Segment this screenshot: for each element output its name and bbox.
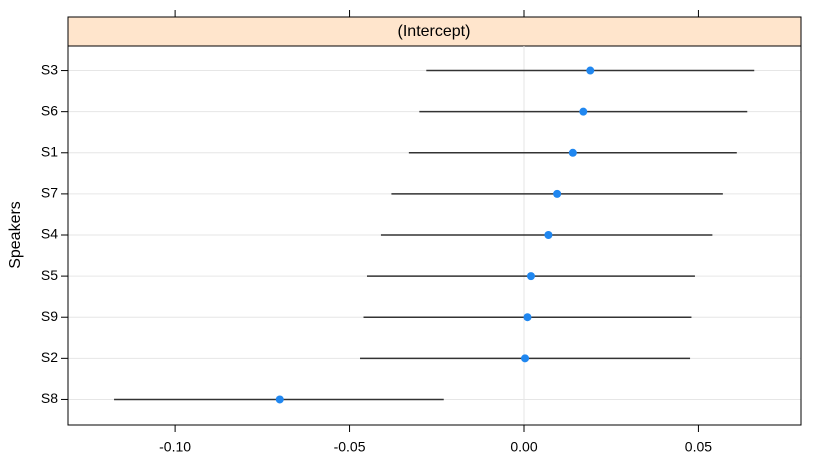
point <box>568 148 577 157</box>
point <box>579 107 588 116</box>
x-tick-label: -0.10 <box>159 439 191 455</box>
y-tick-label: S7 <box>41 185 58 201</box>
x-tick-label: 0.00 <box>510 439 537 455</box>
point <box>586 66 595 75</box>
y-tick-label: S3 <box>41 61 58 77</box>
point <box>523 313 532 322</box>
y-tick-label: S6 <box>41 102 58 118</box>
point <box>521 354 530 363</box>
strip <box>67 16 802 47</box>
point <box>275 395 284 404</box>
point <box>526 272 535 281</box>
panel-border <box>67 16 802 426</box>
x-tick-label: 0.05 <box>685 439 712 455</box>
y-tick-label: S9 <box>41 308 58 324</box>
point <box>553 189 562 198</box>
strip-label: (Intercept) <box>398 23 471 40</box>
y-tick-label: S2 <box>41 349 58 365</box>
y-tick-label: S5 <box>41 267 58 283</box>
point <box>544 231 553 239</box>
y-tick-label: S8 <box>41 390 58 406</box>
y-axis-label: Speakers <box>7 201 24 269</box>
x-tick-label: -0.05 <box>334 439 366 455</box>
y-tick-label: S4 <box>41 226 58 242</box>
y-tick-label: S1 <box>41 143 58 159</box>
